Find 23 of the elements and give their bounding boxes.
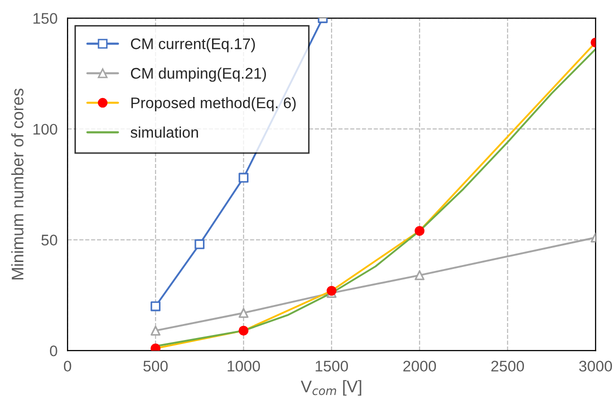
x-tick-label: 2500	[491, 360, 524, 372]
x-tick-label: 0	[64, 360, 72, 372]
point	[194, 239, 204, 250]
x-axis-title: V$_{com}$ [V]	[300, 380, 362, 396]
legend-label: Proposed method(Eq. 6)	[131, 97, 296, 112]
point	[150, 326, 160, 336]
y-axis-title: Minimum number of cores	[11, 88, 24, 280]
x-tick-label: 500	[143, 360, 168, 372]
y-tick-label: 150	[33, 13, 58, 24]
legend-label: CM dumping(Eq.21)	[130, 68, 266, 82]
y-tick-label: 50	[41, 234, 58, 246]
y-tick-label: 0	[50, 345, 58, 356]
x-tick-label: 1500	[316, 360, 348, 372]
y-tick-label: 100	[33, 124, 58, 135]
point	[414, 270, 424, 280]
point	[150, 301, 160, 312]
x-tick-label: 2000	[403, 360, 436, 372]
point	[238, 172, 248, 183]
point	[238, 308, 248, 318]
x-tick-label: 1000	[228, 360, 260, 372]
legend-label: simulation	[130, 126, 198, 138]
x-tick-label: 3000	[579, 360, 612, 372]
legend-label: CM current(Eq.17)	[130, 38, 255, 52]
